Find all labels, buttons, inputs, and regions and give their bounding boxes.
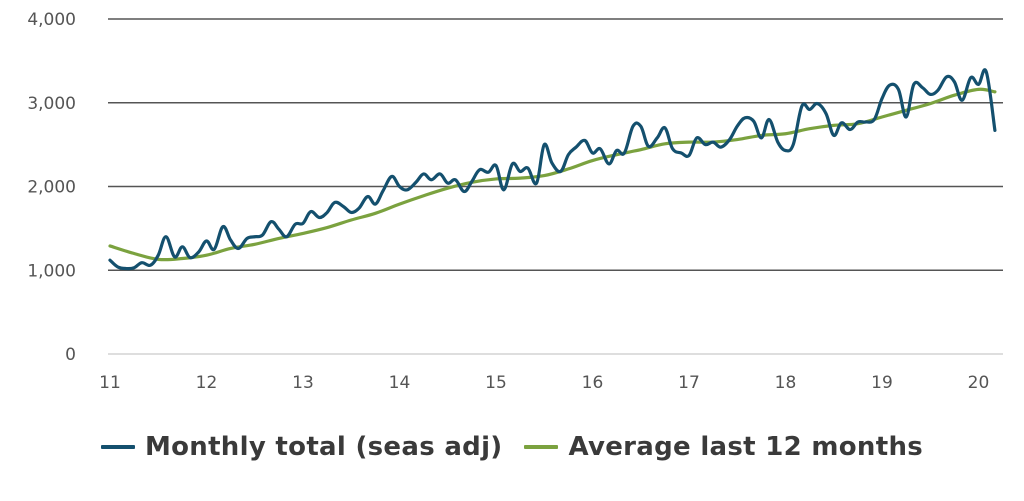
- series-line-average: [108, 87, 997, 262]
- legend-label-monthly-total: Monthly total (seas adj): [144, 432, 503, 462]
- legend: Monthly total (seas adj) Average last 12…: [0, 432, 1024, 462]
- x-tick-label-3: 14: [389, 373, 411, 393]
- y-tick-label-1: 1,000: [27, 261, 76, 281]
- y-tick-label-4: 4,000: [27, 10, 76, 30]
- x-tick-label-0: 11: [99, 373, 121, 393]
- legend-swatch-average: [524, 445, 559, 449]
- legend-item-average: Average last 12 months: [524, 432, 923, 462]
- x-tick-label-2: 13: [292, 373, 314, 393]
- x-tick-label-9: 20: [968, 373, 990, 393]
- legend-item-monthly-total: Monthly total (seas adj): [100, 432, 503, 462]
- x-tick-label-8: 19: [871, 373, 893, 393]
- y-tick-label-3: 3,000: [27, 94, 76, 114]
- x-tick-label-7: 18: [775, 373, 797, 393]
- y-tick-label-0: 0: [65, 345, 76, 365]
- x-tick-label-1: 12: [196, 373, 218, 393]
- x-tick-label-6: 17: [678, 373, 700, 393]
- x-tick-label-5: 16: [582, 373, 604, 393]
- series-line-monthly-total: [108, 68, 997, 271]
- y-tick-label-2: 2,000: [27, 178, 76, 198]
- x-tick-label-4: 15: [485, 373, 507, 393]
- legend-swatch-monthly-total: [100, 445, 135, 449]
- legend-label-average: Average last 12 months: [568, 432, 924, 462]
